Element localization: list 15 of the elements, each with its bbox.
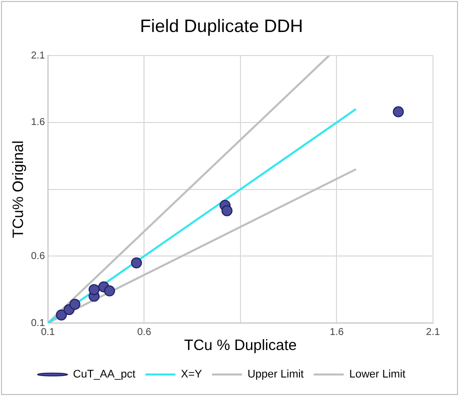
- legend-label: X=Y: [180, 368, 203, 381]
- x-tick-label: 0.1: [40, 326, 56, 338]
- x-tick-label: 0.6: [137, 326, 152, 338]
- y-tick-label: 1.6: [30, 117, 46, 128]
- y-axis-title: TCu% Original: [10, 140, 28, 238]
- y-tick-label: 2.1: [30, 50, 46, 62]
- x-axis-title: TCu % Duplicate: [184, 337, 297, 354]
- legend-label: CuT_AA_pct: [73, 368, 136, 381]
- legend-label: Lower Limit: [349, 368, 406, 381]
- y-tick-label: 0.1: [30, 318, 46, 329]
- chart-title: Field Duplicate DDH: [140, 16, 304, 36]
- y-tick-label: 0.6: [30, 250, 46, 262]
- legend-label: Upper Limit: [247, 368, 304, 381]
- x-tick-label: 2.1: [426, 326, 440, 338]
- x-tick-label: 1.6: [330, 326, 344, 338]
